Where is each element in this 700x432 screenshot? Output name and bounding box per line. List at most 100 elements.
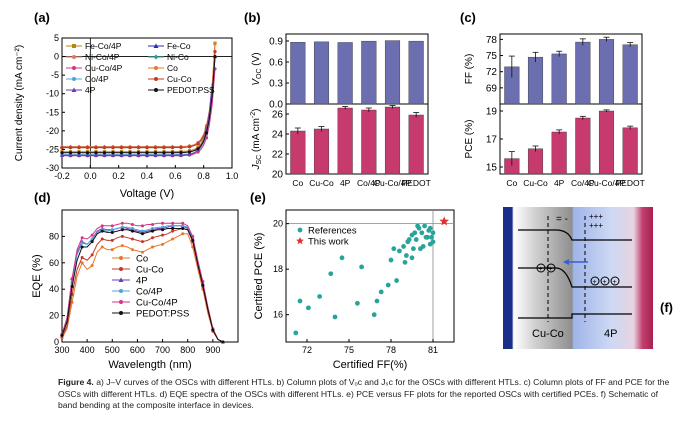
- eqe-point: [110, 248, 114, 252]
- legend-d-label: PEDOT:PSS: [136, 309, 189, 320]
- jv-point: [170, 153, 175, 157]
- eqe-point: [130, 223, 134, 227]
- eqe-point: [80, 245, 84, 249]
- jv-point: [162, 145, 166, 150]
- jv-point: [128, 145, 132, 150]
- legend-a-label: PEDOT:PSS: [167, 85, 215, 95]
- ytick-label-top: 78: [486, 35, 498, 46]
- legend-d-marker: [119, 311, 123, 315]
- eqe-point: [130, 229, 134, 233]
- eqe-point: [100, 237, 104, 241]
- chart-d-frame: [61, 209, 239, 343]
- eqe-point: [110, 238, 114, 242]
- schematic-holes-top: +++: [589, 212, 603, 221]
- chart-a-ytick-label: -10: [46, 89, 59, 99]
- eqe-point: [191, 234, 195, 238]
- chart-d-ytick-label: 60: [49, 258, 59, 268]
- jv-point: [136, 145, 141, 150]
- chart-c-top-ylabel: FF (%): [464, 54, 475, 85]
- bar-top: [408, 40, 424, 105]
- chart-d-xtick-label: 800: [180, 345, 195, 355]
- scatter-point: [371, 312, 377, 318]
- eqe-point: [80, 256, 84, 260]
- jv-point: [145, 145, 149, 150]
- legend-e-marker: [296, 237, 304, 245]
- chart-d-xtick-label: 700: [155, 345, 170, 355]
- chart-a-xtick-label: 0.8: [197, 171, 210, 181]
- bar-top: [575, 41, 591, 105]
- legend-d-marker: [118, 277, 124, 282]
- eqe-point: [130, 248, 134, 252]
- chart-a-xtick-label: 0.2: [112, 171, 125, 181]
- jv-point: [204, 128, 209, 132]
- bar-category-label: Co/4P: [357, 178, 381, 188]
- legend-a-label: Cu-Co: [167, 74, 192, 84]
- legend-d-label: Co/4P: [136, 287, 162, 298]
- chart-e-xlabel: Certified FF(%): [333, 359, 408, 371]
- bar-category-label: PEDOT: [616, 178, 645, 188]
- jv-point: [119, 153, 124, 157]
- bar-bottom: [290, 130, 306, 175]
- caption-text: a) J–V curves of the OSCs with different…: [58, 377, 670, 410]
- bar-top: [361, 40, 377, 105]
- eqe-point: [120, 228, 124, 232]
- chart-a-ytick-label: -20: [46, 126, 59, 136]
- ytick-label-top: 69: [486, 83, 498, 94]
- chart-d-xtick-label: 500: [105, 345, 120, 355]
- scatter-point: [429, 234, 434, 240]
- chart-a-ytick-label: -5: [51, 70, 59, 80]
- legend-a-marker: [154, 88, 158, 92]
- jv-point: [68, 151, 73, 155]
- ytick-label-top: 0.9: [269, 37, 283, 48]
- eqe-point: [140, 232, 144, 236]
- bar-category-label: Cu-Co: [523, 178, 548, 188]
- legend-a-label: Cu-Co/4P: [85, 63, 123, 73]
- jv-point: [187, 145, 192, 149]
- bar-top: [384, 40, 401, 105]
- jv-point: [204, 131, 209, 135]
- scatter-point: [430, 230, 436, 236]
- voc-jsc-bar-chart: 0.9 0.6 0.3 0.026 24 22 20 Co Cu-Co 4P Co/4PCu-Co/…: [250, 33, 431, 188]
- jv-point: [68, 145, 73, 150]
- ytick-label-top: 0.6: [269, 58, 283, 69]
- jv-point: [187, 152, 192, 156]
- band-line-middle: [518, 267, 632, 288]
- scatter-point: [409, 255, 415, 261]
- eqe-point: [70, 277, 74, 281]
- chart-d-ytick-label: 0: [54, 337, 59, 347]
- jv-point: [59, 153, 65, 157]
- chart-c-top-frame: [499, 33, 643, 105]
- chart-a-xtick-label: 0.6: [169, 171, 182, 181]
- scatter-point: [378, 289, 384, 295]
- bar-category-label: Cu-Co/4P: [374, 178, 412, 188]
- svg-text:+: +: [603, 279, 607, 286]
- eqe-point: [181, 221, 185, 225]
- eqe-point: [151, 245, 155, 249]
- legend-d-marker: [119, 289, 123, 293]
- scatter-point: [328, 271, 334, 277]
- eqe-point: [120, 244, 124, 248]
- scatter-point: [306, 305, 311, 311]
- eqe-point: [201, 283, 205, 287]
- chart-a-ytick-label: 5: [54, 33, 59, 43]
- jv-point: [145, 151, 149, 155]
- chart-a-ytick-label: -25: [46, 144, 59, 154]
- eqe-point: [60, 333, 64, 337]
- ytick-label-bottom: 19: [486, 107, 498, 118]
- legend-a-label: Ni-Co/4P: [85, 52, 120, 62]
- chart-a-ytick-label: -15: [46, 107, 59, 117]
- eqe-point: [171, 224, 175, 228]
- ff-pce-bar-chart: 78 75 72 69 19 17 15 Co Cu-Co 4P Co/4PCu-Co/4PPEDO…: [464, 33, 645, 188]
- eqe-point: [90, 263, 94, 267]
- chart-e-xtick-label: 78: [386, 345, 396, 355]
- ytick-label-bottom: 24: [272, 130, 284, 141]
- bar-bottom: [622, 127, 638, 175]
- scatter-point: [391, 246, 397, 252]
- legend-e-marker: [297, 227, 303, 233]
- bar-bottom: [408, 114, 424, 175]
- jv-point: [60, 151, 64, 155]
- eqe-point: [171, 237, 175, 241]
- jv-point: [111, 145, 115, 150]
- chart-c-bottom-frame: [499, 103, 643, 175]
- scatter-point: [332, 314, 338, 320]
